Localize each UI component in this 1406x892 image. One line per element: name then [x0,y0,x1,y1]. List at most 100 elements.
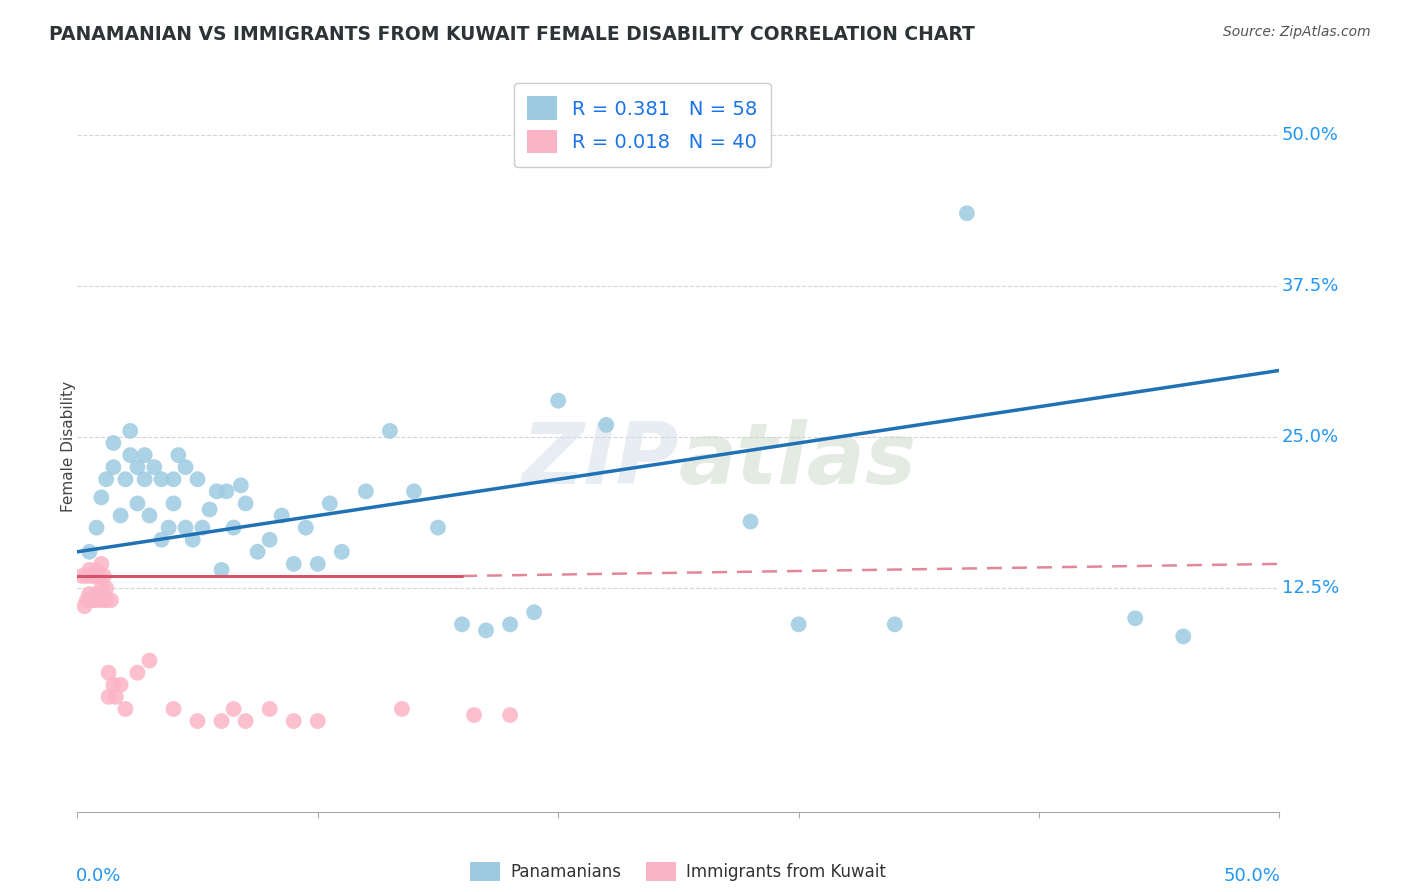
Point [120,424,142,438]
Point [956,206,979,220]
Point [246,545,269,559]
Point [143,460,166,475]
Point [97,665,120,680]
Point [100,593,122,607]
Point [157,520,180,534]
Point [114,472,136,486]
Point [97,690,120,704]
Point [211,563,233,577]
Point [86,563,108,577]
Point [80,569,103,583]
Point [120,448,142,462]
Point [86,520,108,534]
Point [270,508,292,523]
Point [83,593,105,607]
Point [198,502,221,516]
Point [499,708,522,723]
Point [167,448,190,462]
Point [283,714,305,728]
Point [96,472,118,486]
Point [391,702,413,716]
Point [215,484,238,499]
Point [294,520,316,534]
Point [283,557,305,571]
Point [427,520,450,534]
Point [229,478,252,492]
Point [103,436,125,450]
Text: 50.0%: 50.0% [1223,867,1281,885]
Point [174,520,197,534]
Point [138,508,160,523]
Point [134,472,156,486]
Point [235,496,257,510]
Point [191,520,214,534]
Point [402,484,425,499]
Point [96,581,118,595]
Point [1173,629,1195,643]
Text: 50.0%: 50.0% [1282,126,1339,144]
Point [79,587,101,601]
Point [73,599,96,614]
Point [174,460,197,475]
Point [307,714,329,728]
Point [150,533,173,547]
Text: 37.5%: 37.5% [1282,277,1340,295]
Point [79,545,101,559]
Point [1123,611,1146,625]
Point [70,569,93,583]
Point [787,617,810,632]
Point [90,557,112,571]
Point [330,545,353,559]
Point [134,448,156,462]
Point [475,624,498,638]
Text: 0.0%: 0.0% [76,867,121,885]
Point [307,557,329,571]
Point [186,472,209,486]
Point [103,678,125,692]
Point [222,702,245,716]
Legend: Panamanians, Immigrants from Kuwait: Panamanians, Immigrants from Kuwait [464,855,893,888]
Text: ZIP: ZIP [520,419,679,502]
Point [127,496,149,510]
Point [93,593,115,607]
Point [181,533,204,547]
Text: 12.5%: 12.5% [1282,579,1339,597]
Text: PANAMANIAN VS IMMIGRANTS FROM KUWAIT FEMALE DISABILITY CORRELATION CHART: PANAMANIAN VS IMMIGRANTS FROM KUWAIT FEM… [49,25,976,44]
Point [127,460,149,475]
Point [222,520,245,534]
Point [319,496,342,510]
Point [523,605,546,619]
Point [83,569,105,583]
Text: atlas: atlas [679,419,917,502]
Point [354,484,377,499]
Point [110,508,132,523]
Y-axis label: Female Disability: Female Disability [62,380,76,512]
Point [76,593,98,607]
Point [451,617,474,632]
Point [595,417,617,432]
Point [499,617,522,632]
Point [96,593,118,607]
Point [259,702,281,716]
Point [162,702,184,716]
Point [80,593,103,607]
Point [87,569,110,583]
Point [211,714,233,728]
Point [114,702,136,716]
Point [186,714,209,728]
Point [162,496,184,510]
Point [86,587,108,601]
Point [162,472,184,486]
Point [76,569,98,583]
Point [93,569,115,583]
Point [740,515,762,529]
Point [463,708,485,723]
Point [378,424,401,438]
Point [79,563,101,577]
Text: Source: ZipAtlas.com: Source: ZipAtlas.com [1223,25,1371,39]
Point [883,617,905,632]
Point [259,533,281,547]
Point [87,593,110,607]
Point [235,714,257,728]
Point [150,472,173,486]
